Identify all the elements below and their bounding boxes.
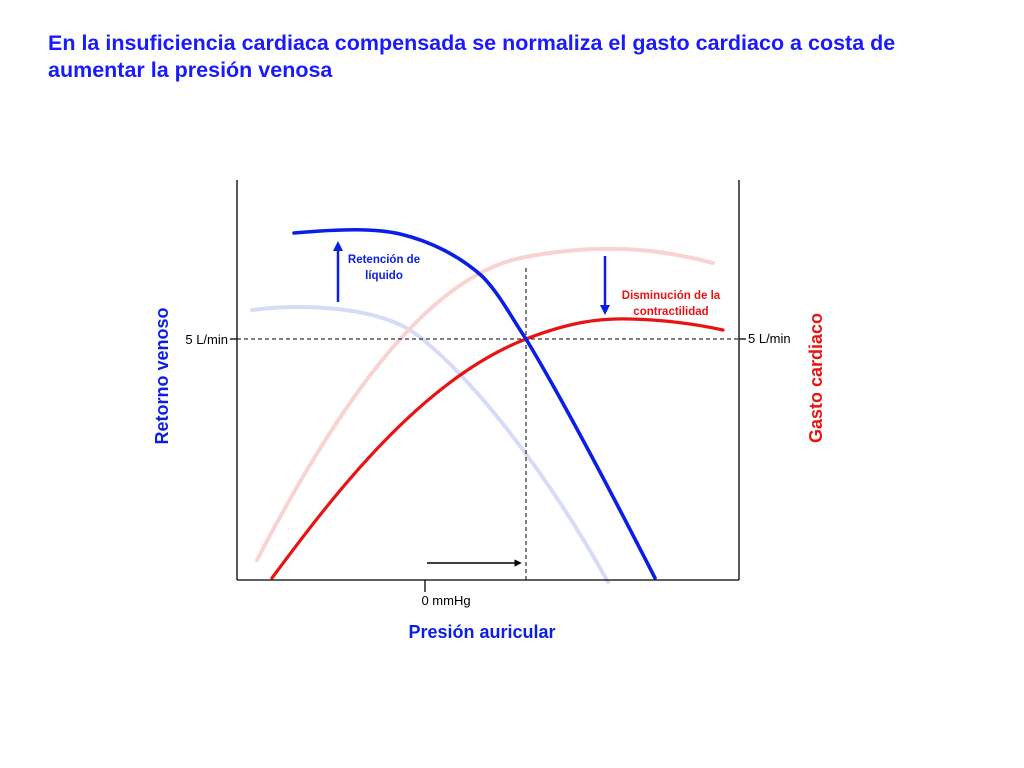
annotation-blue-line1: Retención de [348, 254, 420, 266]
x-tick-label: 0 mmHg [421, 593, 470, 608]
annotation-red-line2: contractilidad [633, 306, 708, 318]
left-axis-label: Retorno venoso [152, 307, 172, 444]
slide-title: En la insuficiencia cardiaca compensada … [48, 31, 896, 82]
right-axis-label: Gasto cardiaco [806, 313, 826, 443]
annotation-blue-line2: líquido [365, 270, 403, 282]
cardiac-output-curve-failing [270, 317, 725, 580]
annotation-red-line1: Disminución de la [622, 290, 721, 302]
x-axis-label: Presión auricular [408, 622, 555, 642]
venous-return-curve-original [250, 305, 610, 584]
cardiac-output-curve-original [255, 246, 715, 562]
right-tick-label: 5 L/min [748, 331, 791, 346]
left-tick-label: 5 L/min [185, 332, 228, 347]
venous-return-curve-increased [292, 227, 657, 580]
